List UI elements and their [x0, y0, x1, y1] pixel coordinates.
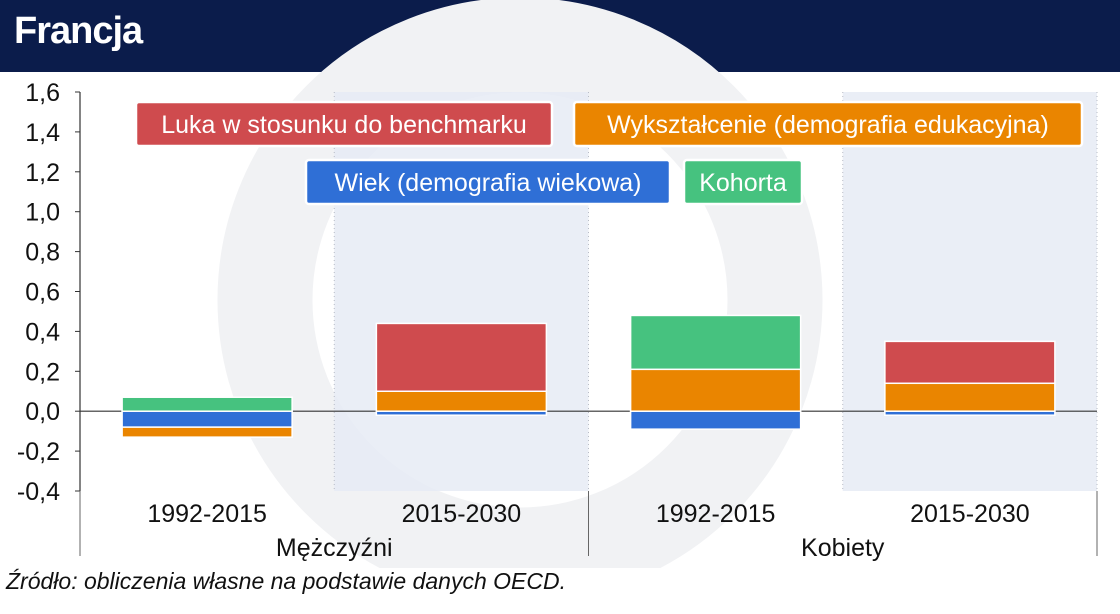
- bar-segment: [375, 390, 548, 412]
- y-tick-label: 1,6: [25, 79, 60, 107]
- x-tick-label: 2015-2030: [402, 500, 522, 528]
- legend-box: [682, 158, 804, 206]
- legend-label: Wykształcenie (demografia edukacyjna): [607, 111, 1049, 139]
- bar-segment: [375, 322, 548, 393]
- category-shade: [842, 92, 1097, 491]
- legend-label: Luka w stosunku do benchmarku: [161, 111, 527, 139]
- bar-segment: [629, 368, 802, 412]
- x-tick-label: 1992-2015: [656, 500, 776, 528]
- source-note: Źródło: obliczenia własne na podstawie d…: [6, 568, 566, 594]
- watermark-ring: [217, 0, 823, 568]
- y-tick-label: 0,2: [25, 358, 60, 386]
- y-tick-label: -0,2: [17, 438, 60, 466]
- y-tick-label: 0,8: [25, 239, 60, 267]
- x-tick-label: 1992-2015: [147, 500, 267, 528]
- legend-box: [304, 158, 672, 206]
- legend-label: Wiek (demografia wiekowa): [334, 169, 641, 197]
- bar-segment: [629, 314, 802, 371]
- bar-segment: [629, 410, 802, 430]
- bar-segment: [121, 396, 293, 412]
- category-shade: [334, 92, 589, 491]
- bar-segment: [121, 426, 293, 438]
- x-tick-label: 2015-2030: [910, 500, 1030, 528]
- chart: 1,6 1,4 1,2 1,0 0,8 0,6 0,4 0,2 0,0 -0,2 -0,4 1992-…: [17, 0, 1098, 568]
- legend-box: [572, 100, 1084, 148]
- y-tick-label: 1,0: [25, 199, 60, 227]
- y-tick-label: 0,0: [25, 398, 60, 426]
- y-tick-label: 1,2: [25, 159, 60, 187]
- group-label: Mężczyźni: [276, 534, 393, 562]
- legend-label: Kohorta: [699, 169, 787, 197]
- legend-box: [134, 100, 554, 148]
- group-label: Kobiety: [801, 534, 885, 562]
- y-tick-label: 1,4: [25, 119, 60, 147]
- chart-title: Francja: [14, 10, 143, 52]
- y-tick-label: 0,4: [25, 318, 60, 346]
- bar-segment: [121, 410, 293, 428]
- bar-segment: [884, 340, 1056, 385]
- bar-segment: [884, 382, 1056, 412]
- y-tick-label: 0,6: [25, 279, 60, 307]
- y-tick-label: -0,4: [17, 478, 60, 506]
